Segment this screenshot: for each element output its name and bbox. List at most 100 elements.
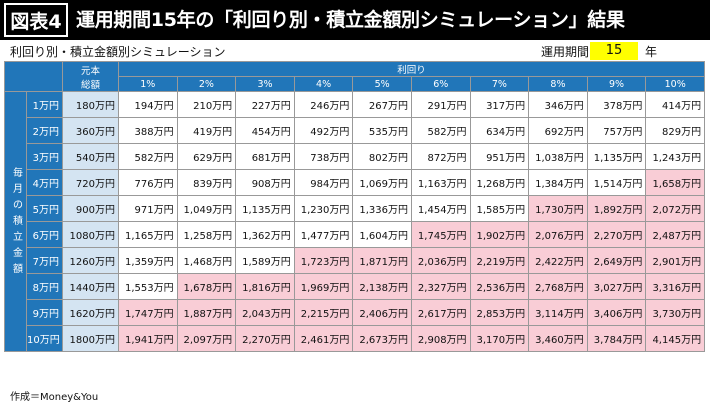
table-row: 8万円 1440万円 1,553万円 1,678万円 1,816万円 1,969万円 2,1… [5, 273, 706, 300]
value-cell: 681万円 [235, 143, 295, 170]
monthly-amount-side-label: 毎月の積立金額 [4, 91, 27, 352]
period-label: 運用期間 [541, 45, 590, 59]
value-cell: 1,384万円 [528, 169, 588, 196]
value-cell: 1,163万円 [410, 169, 471, 196]
side-label-char: 額 [13, 263, 23, 275]
value-cell: 1,816万円 [235, 273, 295, 300]
value-cell: 2,908万円 [410, 325, 471, 352]
value-cell: 1,969万円 [293, 273, 354, 300]
value-cell: 1,887万円 [176, 299, 237, 326]
value-cell: 872万円 [410, 143, 471, 170]
value-cell: 1,514万円 [586, 169, 647, 196]
value-cell: 802万円 [352, 143, 412, 170]
table-row: 6万円 1080万円 1,165万円 1,258万円 1,362万円 1,477万円 1,6… [5, 221, 706, 248]
value-cell: 1,892万円 [586, 195, 647, 222]
principal-cell: 360万円 [62, 117, 119, 144]
value-cell: 2,673万円 [352, 325, 412, 352]
value-cell: 1,585万円 [469, 195, 530, 222]
principal-cell: 1620万円 [62, 299, 119, 326]
monthly-amount-cell: 7万円 [26, 247, 63, 274]
value-cell: 535万円 [352, 117, 412, 144]
value-cell: 757万円 [586, 117, 647, 144]
principal-cell: 1440万円 [62, 273, 119, 300]
value-cell: 1,871万円 [352, 247, 412, 274]
value-cell: 1,268万円 [469, 169, 530, 196]
side-label-char: の [13, 199, 23, 211]
value-cell: 2,215万円 [293, 299, 354, 326]
value-cell: 317万円 [469, 91, 530, 118]
value-cell: 267万円 [352, 91, 412, 118]
value-cell: 3,784万円 [586, 325, 647, 352]
principal-cell: 1800万円 [62, 325, 119, 352]
value-cell: 2,422万円 [528, 247, 588, 274]
side-label-char: 積 [13, 215, 23, 227]
table-row: 10万円 1800万円 1,941万円 2,097万円 2,270万円 2,461万円 2,… [5, 325, 706, 352]
value-cell: 3,114万円 [528, 299, 588, 326]
table-row: 5万円 900万円 971万円 1,049万円 1,135万円 1,230万円 1,336万… [5, 195, 706, 222]
value-cell: 629万円 [176, 143, 237, 170]
table-row: 9万円 1620万円 1,747万円 1,887万円 2,043万円 2,215万円 2,4… [5, 299, 706, 326]
value-cell: 692万円 [528, 117, 588, 144]
value-cell: 634万円 [469, 117, 530, 144]
value-cell: 2,270万円 [586, 221, 647, 248]
value-cell: 1,658万円 [645, 169, 706, 196]
value-cell: 227万円 [235, 91, 295, 118]
value-cell: 414万円 [645, 91, 706, 118]
table-row: 7万円 1260万円 1,359万円 1,468万円 1,589万円 1,723万円 1,8… [5, 247, 706, 274]
value-cell: 2,901万円 [645, 247, 706, 274]
rate-header: 3% [235, 76, 295, 92]
value-cell: 1,730万円 [528, 195, 588, 222]
value-cell: 1,477万円 [293, 221, 354, 248]
value-cell: 291万円 [410, 91, 471, 118]
value-cell: 984万円 [293, 169, 354, 196]
table-subtitle: 利回り別・積立金額別シミュレーション [10, 45, 226, 59]
value-cell: 908万円 [235, 169, 295, 196]
rate-header: 2% [176, 76, 237, 92]
value-cell: 1,468万円 [176, 247, 237, 274]
page-title: 運用期間15年の「利回り別・積立金額別シミュレーション」結果 [76, 9, 625, 31]
period-unit: 年 [645, 45, 658, 59]
principal-cell: 1080万円 [62, 221, 119, 248]
value-cell: 1,745万円 [410, 221, 471, 248]
value-cell: 2,097万円 [176, 325, 237, 352]
value-cell: 246万円 [293, 91, 354, 118]
monthly-amount-cell: 5万円 [26, 195, 63, 222]
value-cell: 1,135万円 [586, 143, 647, 170]
value-cell: 2,327万円 [410, 273, 471, 300]
principal-cell: 720万円 [62, 169, 119, 196]
value-cell: 2,072万円 [645, 195, 706, 222]
value-cell: 2,461万円 [293, 325, 354, 352]
value-cell: 2,617万円 [410, 299, 471, 326]
value-cell: 3,460万円 [528, 325, 588, 352]
value-cell: 1,359万円 [118, 247, 178, 274]
value-cell: 492万円 [293, 117, 354, 144]
value-cell: 419万円 [176, 117, 237, 144]
rate-header: 7% [469, 76, 530, 92]
value-cell: 454万円 [235, 117, 295, 144]
period-value: 15 [590, 42, 638, 60]
monthly-amount-cell: 4万円 [26, 169, 63, 196]
principal-header: 元本 総額 [62, 61, 119, 92]
value-cell: 1,941万円 [118, 325, 178, 352]
value-cell: 2,270万円 [235, 325, 295, 352]
value-cell: 3,170万円 [469, 325, 530, 352]
value-cell: 2,043万円 [235, 299, 295, 326]
value-cell: 2,487万円 [645, 221, 706, 248]
value-cell: 1,069万円 [352, 169, 412, 196]
rate-group-header: 利回り [117, 61, 706, 77]
value-cell: 839万円 [176, 169, 237, 196]
value-cell: 1,165万円 [118, 221, 178, 248]
value-cell: 951万円 [469, 143, 530, 170]
side-label-char: 毎 [13, 167, 23, 179]
value-cell: 2,853万円 [469, 299, 530, 326]
value-cell: 1,553万円 [118, 273, 178, 300]
monthly-amount-cell: 2万円 [26, 117, 63, 144]
monthly-amount-cell: 10万円 [26, 325, 63, 352]
table-row: 2万円 360万円 388万円 419万円 454万円 492万円 535万円 582万円 63… [5, 117, 706, 144]
value-cell: 346万円 [528, 91, 588, 118]
monthly-amount-cell: 6万円 [26, 221, 63, 248]
simulation-table: 元本 総額 利回り 1% 2% 3% 4% 5% 6% 7% 8% 9% 10% 毎月の積立金額 1万円 18… [4, 61, 706, 352]
value-cell: 1,230万円 [293, 195, 354, 222]
value-cell: 378万円 [586, 91, 647, 118]
figure-label: 図表4 [4, 3, 68, 37]
